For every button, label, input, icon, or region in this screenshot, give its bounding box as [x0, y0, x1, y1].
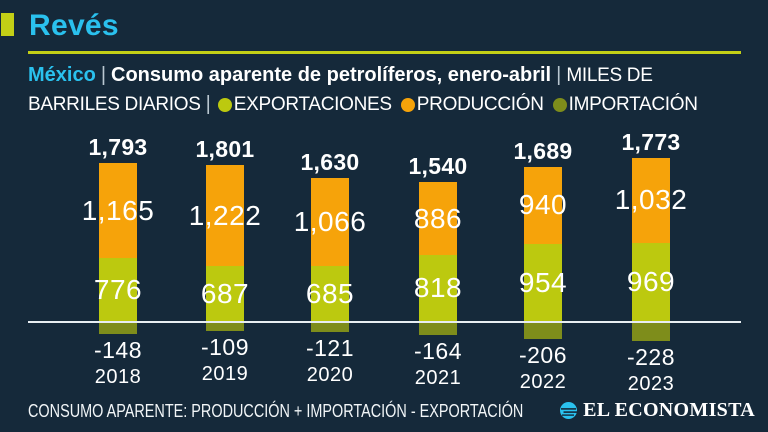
legend-dot-producción [400, 98, 415, 112]
bar-segment-produccion-2018 [99, 162, 137, 259]
legend-label: PRODUCCIÓN [416, 94, 544, 115]
produccion-label-2020: 1,066 [293, 206, 367, 238]
bar-segment-produccion-2020 [311, 178, 349, 266]
subtitle-line-1: México | Consumo aparente de petrolíferos,… [28, 62, 653, 89]
footnote: CONSUMO APARENTE: PRODUCCIÓN + IMPORTACI… [28, 400, 524, 421]
bar-segment-importacion-2019 [206, 265, 244, 322]
bar-segment-exportaciones-2022 [524, 322, 562, 339]
total-label-2018: 1,793 [88, 133, 148, 160]
bar-segment-produccion-2022 [524, 166, 562, 244]
legend-label: EXPORTACIONES [233, 94, 392, 115]
importacion-label-2018: 776 [93, 274, 143, 306]
produccion-label-2019: 1,222 [188, 199, 262, 231]
bar-segment-importacion-2023 [632, 242, 670, 322]
bar-segment-exportaciones-2020 [311, 322, 349, 332]
year-label-2022: 2022 [519, 370, 567, 393]
importacion-label-2023: 969 [626, 266, 676, 298]
total-label-2020: 1,630 [300, 149, 360, 176]
page-title: Revés [29, 9, 119, 42]
bar-segment-produccion-2019 [206, 165, 244, 266]
bar-segment-importacion-2021 [419, 254, 457, 322]
produccion-label-2023: 1,032 [614, 184, 688, 216]
bar-segment-exportaciones-2018 [99, 322, 137, 335]
total-label-2022: 1,689 [513, 137, 573, 164]
exportaciones-label-2023: -228 [626, 343, 676, 370]
region-label: México [28, 64, 96, 86]
separator: | [100, 64, 107, 86]
subtitle-line-2: BARRILES DIARIOS | EXPORTACIONES PRODUCCIÓN… [28, 91, 698, 118]
separator: | [205, 93, 211, 115]
exportaciones-label-2020: -121 [305, 334, 355, 361]
units-label-part2: BARRILES DIARIOS [28, 94, 201, 115]
importacion-label-2022: 954 [518, 266, 568, 298]
el-economista-icon [560, 402, 578, 419]
produccion-label-2022: 940 [518, 189, 568, 221]
chart-title: Consumo aparente de petrolíferos, enero-… [111, 64, 552, 86]
x-axis-line [28, 321, 741, 323]
legend-dot-exportaciones [217, 98, 232, 112]
importacion-label-2019: 687 [200, 277, 250, 309]
legend-item-exportaciones: EXPORTACIONES [217, 94, 392, 115]
bar-segment-produccion-2021 [419, 182, 457, 255]
exportaciones-label-2022: -206 [518, 341, 568, 368]
brand-logo: EL ECONOMISTA [560, 399, 755, 422]
bar-segment-produccion-2023 [632, 157, 670, 243]
importacion-label-2021: 818 [413, 272, 463, 304]
exportaciones-label-2018: -148 [93, 337, 143, 364]
produccion-label-2021: 886 [413, 202, 463, 234]
units-label-part1: MILES DE [566, 65, 653, 86]
exportaciones-label-2019: -109 [200, 333, 250, 360]
bar-segment-importacion-2018 [99, 258, 137, 322]
legend-dot-importación [552, 98, 567, 112]
produccion-label-2018: 1,165 [81, 194, 155, 226]
legend: EXPORTACIONES PRODUCCIÓN IMPORTACIÓN [216, 93, 698, 115]
legend-label: IMPORTACIÓN [568, 94, 698, 115]
year-label-2021: 2021 [414, 367, 462, 390]
bar-segment-importacion-2020 [311, 265, 349, 322]
title-rule [28, 51, 741, 54]
legend-item-importación: IMPORTACIÓN [552, 94, 698, 115]
total-label-2019: 1,801 [195, 136, 255, 163]
bar-segment-exportaciones-2023 [632, 322, 670, 341]
year-label-2020: 2020 [306, 363, 354, 386]
brand-name: EL ECONOMISTA [583, 399, 755, 421]
bar-segment-exportaciones-2019 [206, 322, 244, 331]
bar-segment-importacion-2022 [524, 243, 562, 322]
legend-item-producción: PRODUCCIÓN [400, 94, 544, 115]
year-label-2018: 2018 [94, 366, 142, 389]
bar-segment-exportaciones-2021 [419, 322, 457, 336]
separator: | [556, 64, 562, 86]
year-label-2019: 2019 [201, 362, 249, 385]
total-label-2021: 1,540 [408, 153, 468, 180]
accent-square [1, 13, 14, 36]
importacion-label-2020: 685 [305, 277, 355, 309]
exportaciones-label-2021: -164 [413, 338, 463, 365]
year-label-2023: 2023 [627, 372, 675, 395]
total-label-2023: 1,773 [621, 128, 681, 155]
